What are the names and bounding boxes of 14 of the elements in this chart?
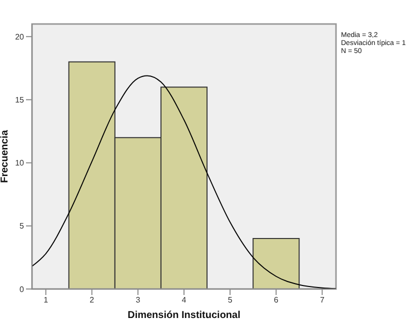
x-tick-label: 6 [274,296,279,305]
x-tick-label: 7 [320,296,325,305]
x-tick-label: 5 [228,296,233,305]
y-tick-label: 15 [15,96,25,105]
x-tick-label: 3 [136,296,141,305]
x-tick-label: 2 [90,296,95,305]
y-axis-title: Frecuencia [0,130,11,183]
y-tick-label: 20 [15,32,25,42]
x-tick-label: 4 [182,296,187,305]
y-tick-label: 10 [15,158,25,168]
y-tick-label: 0 [20,284,25,294]
y-tick-label: 5 [20,222,25,231]
x-axis-title: Dimensión Institucional [128,310,241,320]
x-tick-label: 1 [44,296,49,305]
